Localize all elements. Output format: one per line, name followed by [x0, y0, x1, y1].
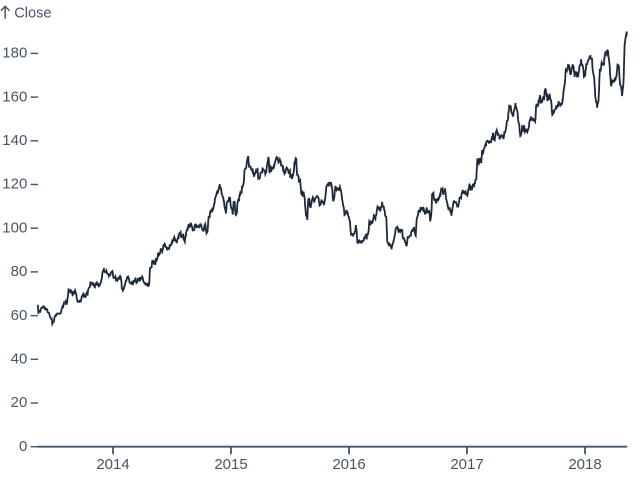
- svg-text:160: 160: [2, 88, 27, 105]
- svg-text:180: 180: [2, 45, 27, 62]
- svg-text:20: 20: [11, 394, 28, 411]
- svg-text:2018: 2018: [568, 456, 601, 473]
- svg-text:60: 60: [11, 307, 28, 324]
- svg-text:2017: 2017: [450, 456, 483, 473]
- svg-text:2014: 2014: [96, 456, 129, 473]
- svg-text:Close: Close: [14, 6, 51, 22]
- svg-text:2016: 2016: [332, 456, 365, 473]
- svg-text:0: 0: [19, 438, 27, 455]
- svg-text:120: 120: [2, 176, 27, 193]
- svg-text:140: 140: [2, 132, 27, 149]
- svg-text:80: 80: [11, 263, 28, 280]
- svg-text:100: 100: [2, 219, 27, 236]
- svg-text:40: 40: [11, 351, 28, 368]
- svg-text:2015: 2015: [214, 456, 247, 473]
